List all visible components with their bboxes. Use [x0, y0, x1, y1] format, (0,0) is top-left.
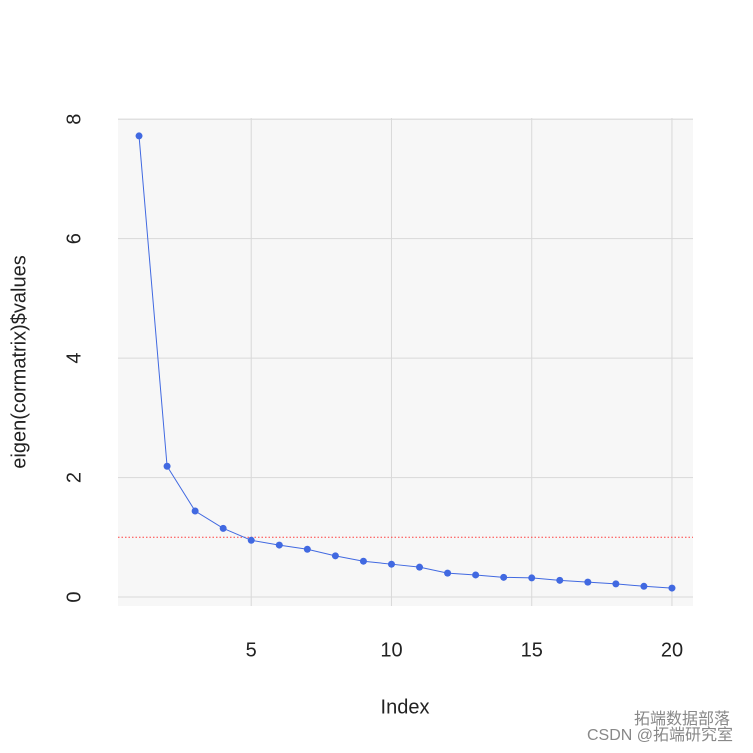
data-point: [416, 563, 424, 571]
x-axis-label: Index: [381, 696, 430, 718]
data-point: [472, 571, 480, 579]
watermark: 拓端数据部落: [634, 710, 730, 728]
data-point: [359, 557, 367, 565]
data-point: [387, 560, 395, 568]
x-tick-label: 5: [246, 639, 257, 661]
y-axis-label: eigen(cormatrix)$values: [8, 255, 30, 468]
data-point: [219, 524, 227, 532]
data-point: [556, 576, 564, 584]
y-tick-label: 0: [63, 591, 85, 602]
data-point: [247, 536, 255, 544]
data-point: [303, 545, 311, 553]
data-point: [584, 578, 592, 586]
watermark: CSDN @拓端研究室: [587, 726, 733, 744]
y-tick-label: 8: [63, 114, 85, 125]
y-tick-label: 2: [63, 472, 85, 483]
y-tick-label: 6: [63, 233, 85, 244]
data-point: [444, 569, 452, 577]
data-point: [163, 462, 171, 470]
x-tick-label: 10: [380, 639, 402, 661]
data-point: [500, 573, 508, 581]
data-point: [528, 574, 536, 582]
data-point: [331, 552, 339, 560]
data-point: [640, 582, 648, 590]
x-tick-label: 15: [521, 639, 543, 661]
data-point: [275, 541, 283, 549]
data-point: [668, 584, 676, 592]
x-tick-label: 20: [661, 639, 683, 661]
plot-panel: [118, 118, 693, 606]
data-point: [191, 507, 199, 515]
y-tick-label: 4: [63, 353, 85, 364]
data-point: [135, 132, 143, 140]
series-line: [138, 135, 672, 589]
data-point: [612, 580, 620, 588]
